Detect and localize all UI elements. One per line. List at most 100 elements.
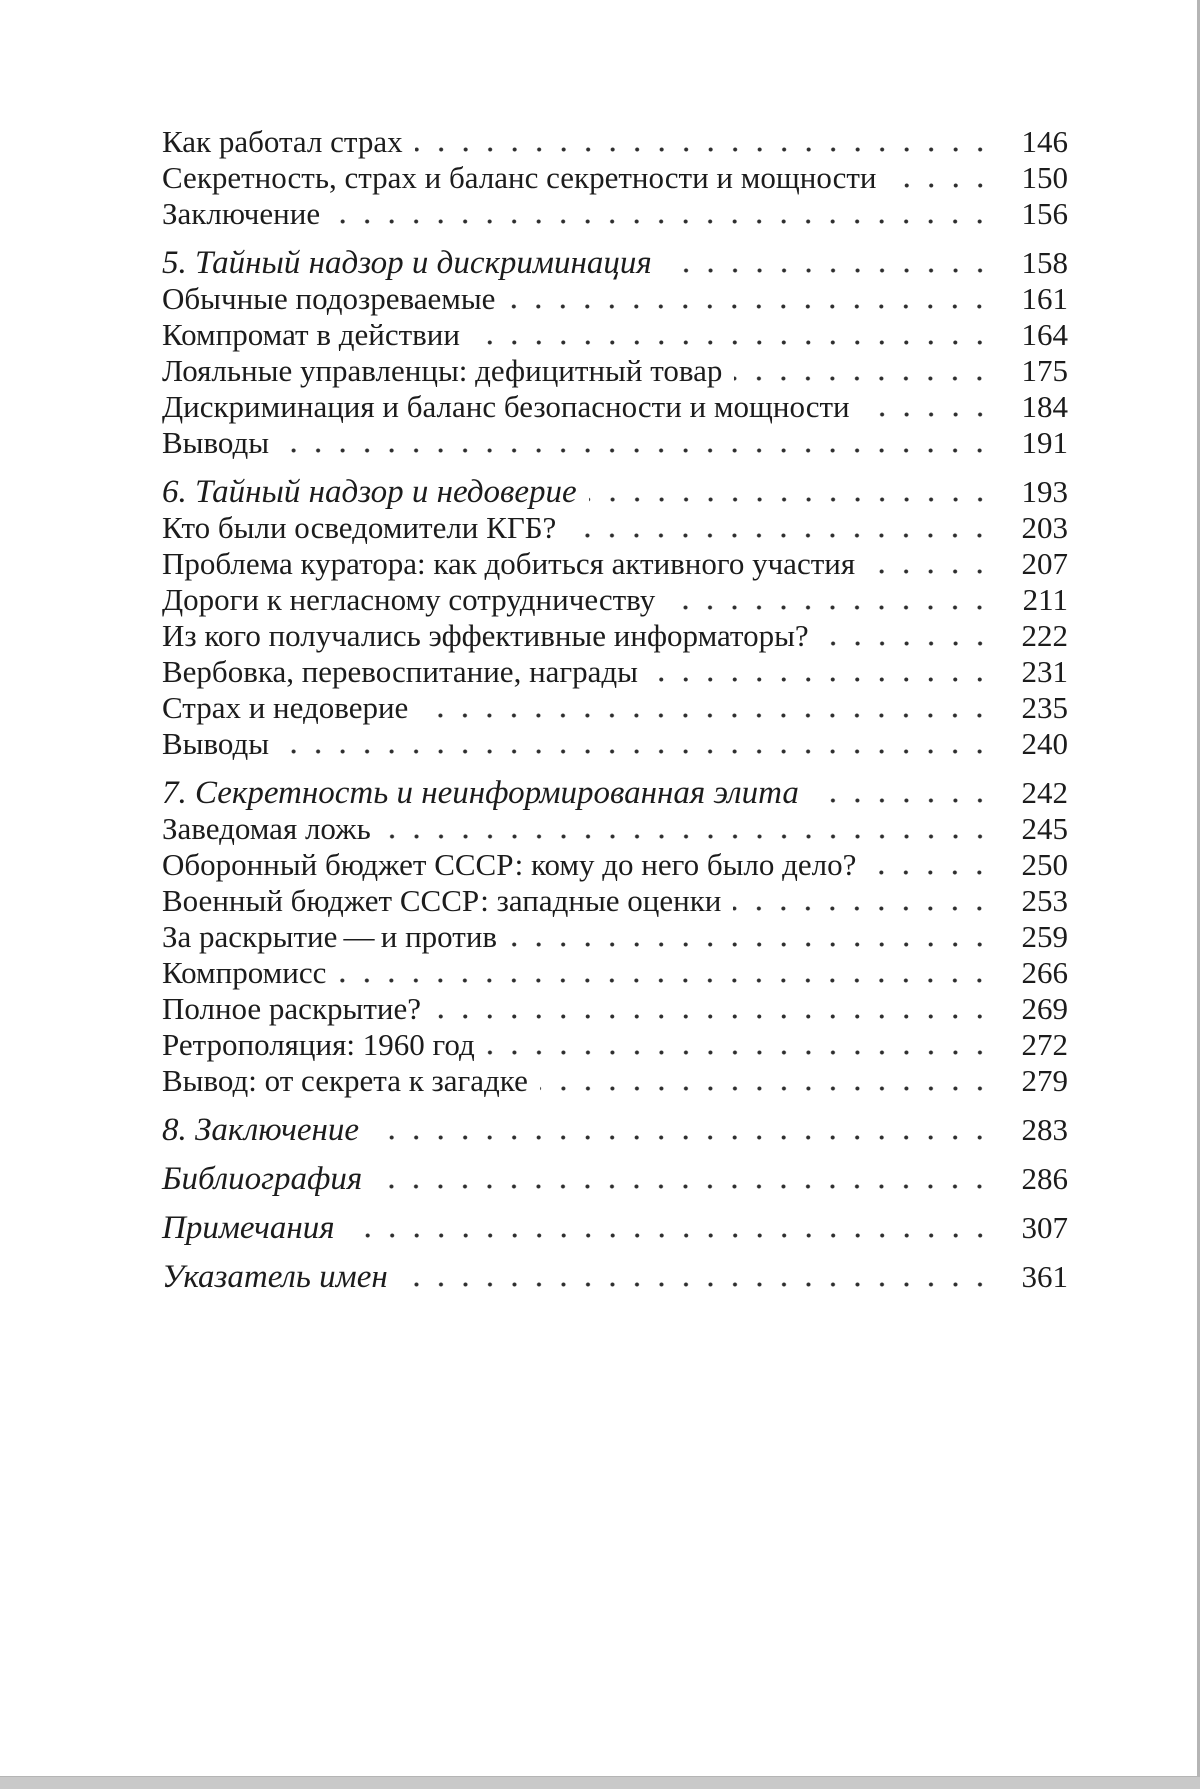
toc-entry-page-number: 231 <box>1021 654 1069 689</box>
toc-chapter-entry[interactable]: Библиография 286 <box>162 1161 1068 1197</box>
toc-section-backmatter: 8. Заключение 283 Библиография 286 Приме… <box>162 1112 1068 1295</box>
toc-entry[interactable]: Дискриминация и баланс безопасности и мо… <box>162 389 1068 425</box>
toc-entry-title: 8. Заключение <box>162 1112 360 1148</box>
toc-entry-page-number: 146 <box>1021 124 1069 159</box>
toc-entry[interactable]: Компромисс 266 <box>162 955 1068 991</box>
toc-entry[interactable]: Компромат в действии 164 <box>162 317 1068 353</box>
toc-entry-title: Секретность, страх и баланс секретности … <box>162 160 877 195</box>
toc-entry-title: Указатель имен <box>162 1259 388 1295</box>
toc-entry-title: Заведомая ложь <box>162 811 371 846</box>
toc-entry-title: Как работал страх <box>162 124 403 159</box>
toc-section-chapter: 7. Секретность и неинформированная элита… <box>162 775 1068 1099</box>
toc-entry[interactable]: Дороги к негласному сотрудничеству 211 <box>162 582 1068 618</box>
toc-entry-page-number: 222 <box>1021 618 1069 653</box>
toc-entry[interactable]: Заключение 156 <box>162 196 1068 232</box>
dot-leader <box>332 219 992 224</box>
toc-entry[interactable]: Из кого получались эффективные информато… <box>162 618 1068 654</box>
toc-entry-page-number: 150 <box>1021 160 1069 195</box>
toc-entry[interactable]: Лояльные управленцы: дефицитный товар 17… <box>162 353 1068 389</box>
toc-section-continuation: Как работал страх 146 Секретность, страх… <box>162 124 1068 232</box>
toc-entry[interactable]: Вывод: от секрета к загадке 279 <box>162 1063 1068 1099</box>
dot-leader <box>650 677 992 682</box>
toc-entry-page-number: 361 <box>1021 1259 1069 1294</box>
dot-leader <box>281 448 992 453</box>
toc-entry-page-number: 272 <box>1021 1027 1069 1062</box>
toc-entry-title: Выводы <box>162 726 270 761</box>
dot-leader <box>374 1184 992 1189</box>
dot-leader <box>486 1050 992 1055</box>
toc-entry-page-number: 158 <box>1021 245 1069 280</box>
toc-chapter-entry[interactable]: 8. Заключение 283 <box>162 1112 1068 1148</box>
toc-entry[interactable]: Заведомая ложь 245 <box>162 811 1068 847</box>
toc-chapter-entry[interactable]: Указатель имен 361 <box>162 1259 1068 1295</box>
toc-section-chapter: 6. Тайный надзор и недоверие 193 Кто был… <box>162 474 1068 762</box>
dot-leader <box>888 183 992 188</box>
toc-entry-page-number: 286 <box>1021 1161 1069 1196</box>
toc-chapter-entry[interactable]: 7. Секретность и неинформированная элита… <box>162 775 1068 811</box>
toc-entry[interactable]: Страх и недоверие 235 <box>162 690 1068 726</box>
toc-entry-title: Вербовка, перевоспитание, награды <box>162 654 638 689</box>
toc-entry-title: Обычные подозреваемые <box>162 281 496 316</box>
toc-entry-page-number: 245 <box>1021 811 1069 846</box>
toc-entry-title: Выводы <box>162 425 270 460</box>
dot-leader <box>663 268 992 273</box>
toc-entry-title: Проблема куратора: как добиться активног… <box>162 546 856 581</box>
toc-entry[interactable]: Ретрополяция: 1960 год 272 <box>162 1027 1068 1063</box>
toc-entry-page-number: 161 <box>1021 281 1069 316</box>
toc-entry-page-number: 250 <box>1021 847 1069 882</box>
toc-entry-page-number: 235 <box>1021 690 1069 725</box>
toc-entry-title: Компромисс <box>162 955 327 990</box>
toc-entry[interactable]: Выводы 191 <box>162 425 1068 461</box>
toc-entry-page-number: 211 <box>1022 582 1068 617</box>
toc-entry-title: Дороги к негласному сотрудничеству <box>162 582 656 617</box>
toc-entry-title: Страх и недоверие <box>162 690 409 725</box>
toc-entry-title: Ретрополяция: 1960 год <box>162 1027 475 1062</box>
toc-entry-page-number: 307 <box>1021 1210 1069 1245</box>
toc-entry-page-number: 193 <box>1021 474 1069 509</box>
dot-leader <box>346 1233 992 1238</box>
toc-entry-page-number: 283 <box>1021 1112 1069 1147</box>
dot-leader <box>281 749 992 754</box>
toc-entry[interactable]: Полное раскрытие? 269 <box>162 991 1068 1027</box>
table-of-contents: Как работал страх 146 Секретность, страх… <box>162 124 1068 1295</box>
dot-leader <box>861 412 992 417</box>
toc-entry[interactable]: Кто были осведомители КГБ? 203 <box>162 510 1068 546</box>
toc-chapter-entry[interactable]: 5. Тайный надзор и дискриминация 158 <box>162 245 1068 281</box>
toc-entry[interactable]: Вербовка, перевоспитание, награды 231 <box>162 654 1068 690</box>
dot-leader <box>399 1282 992 1287</box>
toc-entry-page-number: 191 <box>1021 425 1069 460</box>
toc-entry-title: Вывод: от секрета к загадке <box>162 1063 528 1098</box>
dot-leader <box>382 834 992 839</box>
toc-entry[interactable]: За раскрытие — и против 259 <box>162 919 1068 955</box>
dot-leader <box>507 304 992 309</box>
dot-leader <box>539 1086 992 1091</box>
dot-leader <box>810 798 992 803</box>
dot-leader <box>734 376 992 381</box>
toc-entry[interactable]: Проблема куратора: как добиться активног… <box>162 546 1068 582</box>
dot-leader <box>471 340 992 345</box>
toc-entry-page-number: 240 <box>1021 726 1069 761</box>
toc-entry-page-number: 259 <box>1021 919 1069 954</box>
toc-entry[interactable]: Оборонный бюджет СССР: кому до него было… <box>162 847 1068 883</box>
toc-entry-title: Компромат в действии <box>162 317 460 352</box>
dot-leader <box>588 497 992 502</box>
toc-entry[interactable]: Выводы 240 <box>162 726 1068 762</box>
toc-entry[interactable]: Военный бюджет СССР: западные оценки 253 <box>162 883 1068 919</box>
dot-leader <box>820 641 992 646</box>
dot-leader <box>414 147 992 152</box>
toc-entry[interactable]: Секретность, страх и баланс секретности … <box>162 160 1068 196</box>
toc-chapter-entry[interactable]: 6. Тайный надзор и недоверие 193 <box>162 474 1068 510</box>
toc-entry-page-number: 269 <box>1021 991 1069 1026</box>
toc-entry-title: За раскрытие — и против <box>162 919 498 954</box>
toc-entry-title: 7. Секретность и неинформированная элита <box>162 775 799 811</box>
dot-leader <box>371 1135 992 1140</box>
toc-entry-page-number: 279 <box>1021 1063 1069 1098</box>
toc-entry-page-number: 184 <box>1021 389 1069 424</box>
toc-chapter-entry[interactable]: Примечания 307 <box>162 1210 1068 1246</box>
toc-entry-page-number: 164 <box>1021 317 1069 352</box>
toc-entry[interactable]: Обычные подозреваемые 161 <box>162 281 1068 317</box>
toc-entry-title: Библиография <box>162 1161 363 1197</box>
toc-entry[interactable]: Как работал страх 146 <box>162 124 1068 160</box>
toc-entry-title: Заключение <box>162 196 321 231</box>
